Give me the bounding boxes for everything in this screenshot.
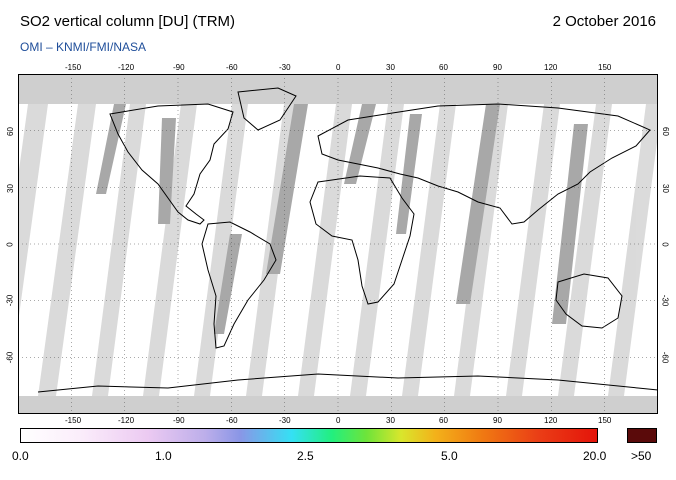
map-date: 2 October 2016 bbox=[552, 13, 656, 30]
map-frame bbox=[18, 74, 658, 414]
colorbar-label: 1.0 bbox=[155, 449, 172, 463]
greenland-outline bbox=[237, 87, 297, 131]
lon-label-bottom: 30 bbox=[386, 416, 395, 425]
colorbar-label: 5.0 bbox=[441, 449, 458, 463]
south-america-outline bbox=[201, 221, 277, 349]
lat-label-left: 0 bbox=[5, 242, 15, 247]
over-range-swatch bbox=[627, 428, 657, 443]
australia-outline bbox=[555, 273, 623, 329]
colorbar-label: 0.0 bbox=[12, 449, 29, 463]
lon-label-top: 120 bbox=[544, 63, 558, 72]
graticule bbox=[18, 74, 658, 414]
antarctica-outline bbox=[37, 373, 658, 393]
lon-label-bottom: -150 bbox=[65, 416, 82, 425]
lat-label-right: 60 bbox=[660, 127, 670, 136]
lon-label-top: -150 bbox=[65, 63, 82, 72]
lat-label-left: 30 bbox=[5, 184, 15, 193]
colorbar-label: 2.5 bbox=[297, 449, 314, 463]
lat-label-left: -60 bbox=[5, 351, 15, 364]
lat-label-left: -30 bbox=[5, 294, 15, 307]
lon-label-top: -90 bbox=[173, 63, 185, 72]
lon-label-top: 150 bbox=[598, 63, 612, 72]
colorbar-label: 20.0 bbox=[583, 449, 607, 463]
lon-label-bottom: 0 bbox=[336, 416, 341, 425]
lon-label-top: 0 bbox=[336, 63, 341, 72]
map-title: SO2 vertical column [DU] (TRM) bbox=[20, 13, 236, 30]
lon-label-bottom: 90 bbox=[493, 416, 502, 425]
lon-label-top: -30 bbox=[279, 63, 291, 72]
so2-colorbar bbox=[20, 428, 598, 443]
africa-outline bbox=[309, 175, 415, 305]
lon-label-top: -60 bbox=[226, 63, 238, 72]
north-america-outline bbox=[109, 103, 234, 225]
lon-label-bottom: -90 bbox=[173, 416, 185, 425]
lat-label-right: -60 bbox=[660, 351, 670, 364]
lat-label-right: 0 bbox=[660, 242, 670, 247]
lon-label-top: 60 bbox=[439, 63, 448, 72]
colorbar-over-label: >50 bbox=[631, 449, 652, 463]
lon-label-top: 90 bbox=[493, 63, 502, 72]
lon-label-bottom: 120 bbox=[544, 416, 558, 425]
lon-label-bottom: 60 bbox=[439, 416, 448, 425]
lat-label-right: -30 bbox=[660, 294, 670, 307]
data-credit: OMI – KNMI/FMI/NASA bbox=[20, 40, 147, 54]
coastlines bbox=[37, 87, 658, 393]
so2-map: -150 -120 -90 -60 -30 0 30 60 90 120 150 bbox=[18, 74, 658, 414]
lon-label-bottom: 150 bbox=[598, 416, 612, 425]
right-lat-labels: 60 30 0 -30 -60 bbox=[659, 74, 673, 414]
lon-label-top: 30 bbox=[386, 63, 395, 72]
bottom-lon-label-row: -150 -120 -90 -60 -30 0 30 60 90 120 150 bbox=[18, 416, 658, 426]
lat-label-left: 60 bbox=[5, 127, 15, 136]
top-lon-label-row: -150 -120 -90 -60 -30 0 30 60 90 120 150 bbox=[18, 63, 658, 73]
lon-label-bottom: -30 bbox=[279, 416, 291, 425]
lat-label-right: 30 bbox=[660, 184, 670, 193]
eurasia-outline bbox=[317, 103, 651, 225]
dark-swath-gaps bbox=[96, 104, 588, 334]
lon-label-bottom: -120 bbox=[118, 416, 135, 425]
antarctic-no-data bbox=[18, 396, 658, 414]
lon-label-top: -120 bbox=[118, 63, 135, 72]
lon-label-bottom: -60 bbox=[226, 416, 238, 425]
left-lat-labels: 60 30 0 -30 -60 bbox=[4, 74, 18, 414]
